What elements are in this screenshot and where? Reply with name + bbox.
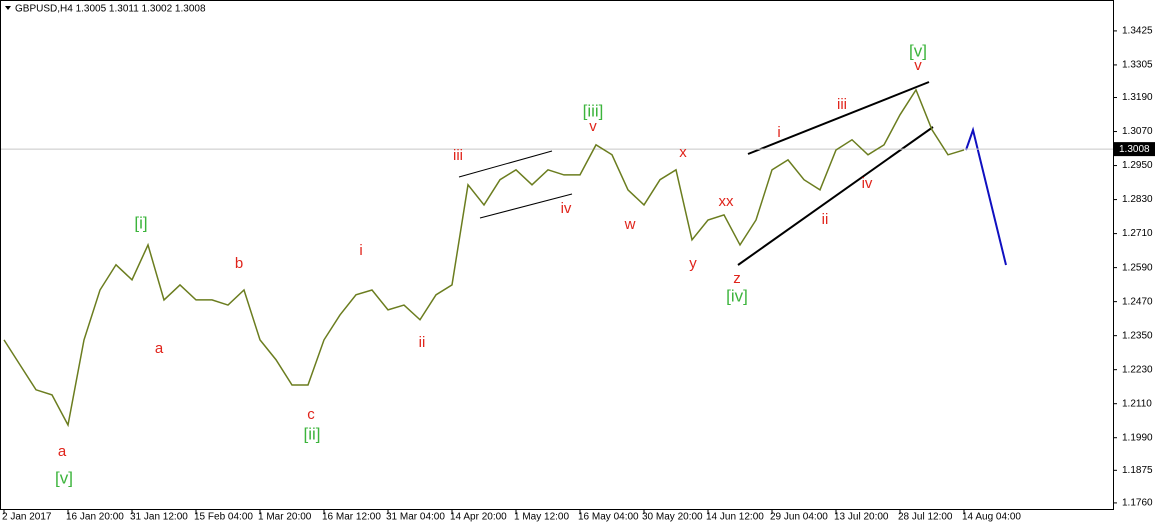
x-tick-label: 2 Jan 2017 bbox=[2, 512, 52, 523]
x-tick-label: 29 Jun 04:00 bbox=[770, 512, 828, 523]
channel-line bbox=[479, 193, 573, 219]
wave-label: i bbox=[359, 242, 362, 259]
wave-label: iii bbox=[453, 147, 463, 164]
y-tick-label: 1.2110 bbox=[1122, 398, 1152, 409]
x-tick-label: 16 May 04:00 bbox=[578, 512, 639, 523]
menu-arrow bbox=[5, 6, 11, 10]
x-tick-label: 14 Apr 20:00 bbox=[450, 512, 507, 523]
x-tick-label: 14 Aug 04:00 bbox=[962, 512, 1021, 523]
wave-label: b bbox=[235, 255, 243, 272]
wave-label: v bbox=[589, 118, 597, 135]
wave-label: i bbox=[777, 124, 780, 141]
plot-frame bbox=[0, 0, 1114, 510]
y-tick-label: 1.2590 bbox=[1122, 262, 1153, 273]
wave-label: [iii] bbox=[583, 101, 604, 120]
wave-label: y bbox=[689, 255, 697, 272]
y-tick-label: 1.1875 bbox=[1122, 465, 1153, 476]
x-tick-label: 31 Jan 12:00 bbox=[130, 512, 188, 523]
wave-label: z bbox=[733, 270, 741, 287]
wave-label: iv bbox=[561, 200, 572, 217]
wave-label: a bbox=[155, 340, 164, 357]
wave-label: [v] bbox=[55, 468, 73, 487]
wave-label: ii bbox=[822, 211, 829, 228]
wave-label: v bbox=[914, 57, 922, 74]
y-tick-label: 1.3070 bbox=[1122, 126, 1153, 137]
x-tick-label: 1 Mar 20:00 bbox=[258, 512, 312, 523]
x-tick-label: 16 Mar 12:00 bbox=[322, 512, 381, 523]
x-tick-label: 30 May 20:00 bbox=[642, 512, 703, 523]
y-tick-label: 1.3305 bbox=[1122, 60, 1153, 71]
x-tick-label: 15 Feb 04:00 bbox=[194, 512, 253, 523]
y-tick-label: 1.2830 bbox=[1122, 194, 1153, 205]
forecast-line bbox=[965, 126, 1007, 266]
wave-label: ii bbox=[419, 334, 426, 351]
y-tick-label: 1.2950 bbox=[1122, 160, 1153, 171]
x-tick-label: 14 Jun 12:00 bbox=[706, 512, 764, 523]
y-tick-label: 1.3425 bbox=[1122, 26, 1153, 37]
wave-label: w bbox=[624, 216, 636, 233]
y-tick-label: 1.2350 bbox=[1122, 330, 1153, 341]
wedge-line bbox=[737, 126, 934, 266]
chart-title: GBPUSD,H4 1.3005 1.3011 1.3002 1.3008 bbox=[15, 4, 206, 15]
wave-label: [v] bbox=[909, 41, 927, 60]
wave-label: a bbox=[58, 443, 67, 460]
last-price-box bbox=[1114, 142, 1155, 157]
y-tick-label: 1.2470 bbox=[1122, 296, 1153, 307]
wave-label: [iv] bbox=[726, 286, 748, 305]
y-tick-label: 1.1760 bbox=[1122, 498, 1153, 509]
wave-label: [ii] bbox=[304, 424, 321, 443]
x-tick-label: 16 Jan 20:00 bbox=[66, 512, 124, 523]
wedge-line bbox=[747, 81, 930, 155]
y-tick-label: 1.2230 bbox=[1122, 364, 1153, 375]
channel-line bbox=[458, 150, 553, 178]
y-tick-label: 1.3190 bbox=[1122, 92, 1153, 103]
wave-label: c bbox=[307, 406, 315, 423]
wave-label: [i] bbox=[134, 213, 147, 232]
x-tick-label: 31 Mar 04:00 bbox=[386, 512, 445, 523]
wave-label: x bbox=[679, 144, 687, 161]
last-price-label: 1.3008 bbox=[1119, 144, 1150, 155]
wave-label: iii bbox=[837, 96, 847, 113]
y-tick-label: 1.1990 bbox=[1122, 432, 1153, 443]
x-tick-label: 1 May 12:00 bbox=[514, 512, 569, 523]
y-tick-label: 1.2710 bbox=[1122, 228, 1153, 239]
wave-label: xx bbox=[719, 193, 735, 210]
wave-label: iv bbox=[862, 175, 873, 192]
x-tick-label: 13 Jul 20:00 bbox=[834, 512, 889, 523]
price-line bbox=[3, 88, 965, 428]
x-tick-label: 28 Jul 12:00 bbox=[898, 512, 953, 523]
